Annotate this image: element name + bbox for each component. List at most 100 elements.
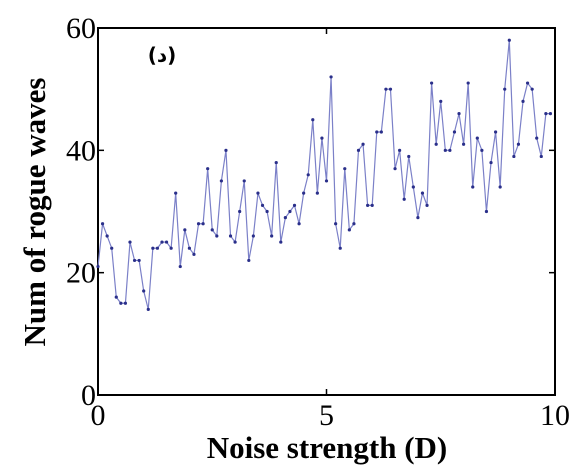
data-point <box>169 246 173 250</box>
data-point <box>137 258 141 263</box>
data-point <box>334 222 338 226</box>
data-point <box>270 234 274 238</box>
data-point <box>539 154 543 159</box>
data-point <box>238 209 242 214</box>
data-point <box>448 148 452 152</box>
data-point <box>466 81 470 85</box>
data-point <box>192 252 196 256</box>
data-point <box>347 228 351 232</box>
data-point <box>338 246 342 250</box>
data-point <box>398 148 402 152</box>
data-point <box>302 191 306 195</box>
data-point <box>420 191 425 195</box>
data-point <box>210 228 214 232</box>
data-point <box>384 87 388 91</box>
data-point <box>425 203 429 207</box>
data-point <box>457 112 461 116</box>
data-point <box>146 307 150 311</box>
data-point <box>480 148 484 152</box>
data-point <box>315 191 319 195</box>
x-axis-label: Noise strength (D) <box>207 430 448 465</box>
data-point <box>430 81 434 85</box>
data-point <box>512 154 516 159</box>
data-point <box>260 203 265 207</box>
data-point <box>224 148 228 152</box>
data-point <box>132 258 137 263</box>
data-point <box>123 301 128 305</box>
data-point <box>114 295 118 299</box>
data-point <box>393 167 397 171</box>
data-point <box>100 222 105 226</box>
data-point <box>306 173 310 177</box>
data-point <box>288 209 292 214</box>
data-point <box>174 191 178 195</box>
data-point <box>247 258 251 263</box>
data-point <box>233 240 237 244</box>
data-point <box>206 167 210 171</box>
data-point <box>105 234 109 238</box>
data-point <box>142 289 146 293</box>
data-point <box>352 222 356 226</box>
data-point <box>388 87 393 91</box>
data-point <box>324 179 329 183</box>
data-line <box>97 40 551 310</box>
data-point <box>370 203 374 207</box>
data-point <box>503 87 507 91</box>
data-point <box>110 246 114 250</box>
data-point <box>320 136 324 140</box>
data-point <box>251 234 255 238</box>
data-point <box>196 222 201 226</box>
data-point <box>516 142 521 146</box>
data-point <box>535 136 539 140</box>
data-point <box>201 222 205 226</box>
y-axis-label: Num of rogue waves <box>17 78 52 347</box>
data-point <box>544 112 548 116</box>
data-point <box>375 130 379 134</box>
data-point <box>411 185 415 189</box>
data-point <box>489 160 493 165</box>
data-point <box>96 264 100 269</box>
data-point <box>356 148 361 152</box>
data-point <box>402 197 406 201</box>
data-point <box>439 99 443 103</box>
x-tick-label: 10 <box>540 399 570 432</box>
x-tick-label: 0 <box>91 399 106 432</box>
data-point <box>279 240 283 244</box>
data-point <box>151 246 155 250</box>
data-point <box>242 179 246 183</box>
y-tick-label: 40 <box>66 134 96 167</box>
data-point <box>498 185 502 189</box>
data-point <box>530 87 534 91</box>
data-point <box>366 203 370 207</box>
data-point <box>155 246 160 250</box>
data-point <box>274 160 278 165</box>
data-point <box>329 75 333 79</box>
data-point <box>548 112 553 116</box>
data-point <box>434 142 438 146</box>
y-tick-label: 60 <box>66 12 96 45</box>
data-point <box>521 99 525 103</box>
data-point <box>164 240 169 244</box>
data-point <box>292 203 297 207</box>
data-point <box>471 185 475 189</box>
data-point <box>462 142 466 146</box>
data-point <box>256 191 260 195</box>
data-point <box>178 264 182 269</box>
data-point <box>525 81 530 85</box>
data-point <box>128 240 132 244</box>
data-point <box>219 179 223 183</box>
data-point <box>452 130 457 134</box>
data-point <box>119 301 123 305</box>
data-point <box>160 240 164 244</box>
y-tick-label: 0 <box>81 379 96 412</box>
data-point <box>283 216 287 220</box>
data-point <box>507 38 511 42</box>
data-point <box>187 246 191 250</box>
data-point <box>297 222 301 226</box>
data-point <box>416 216 420 220</box>
data-point <box>228 234 233 238</box>
data-point <box>407 154 411 159</box>
data-point <box>484 209 489 214</box>
data-point <box>265 209 269 214</box>
